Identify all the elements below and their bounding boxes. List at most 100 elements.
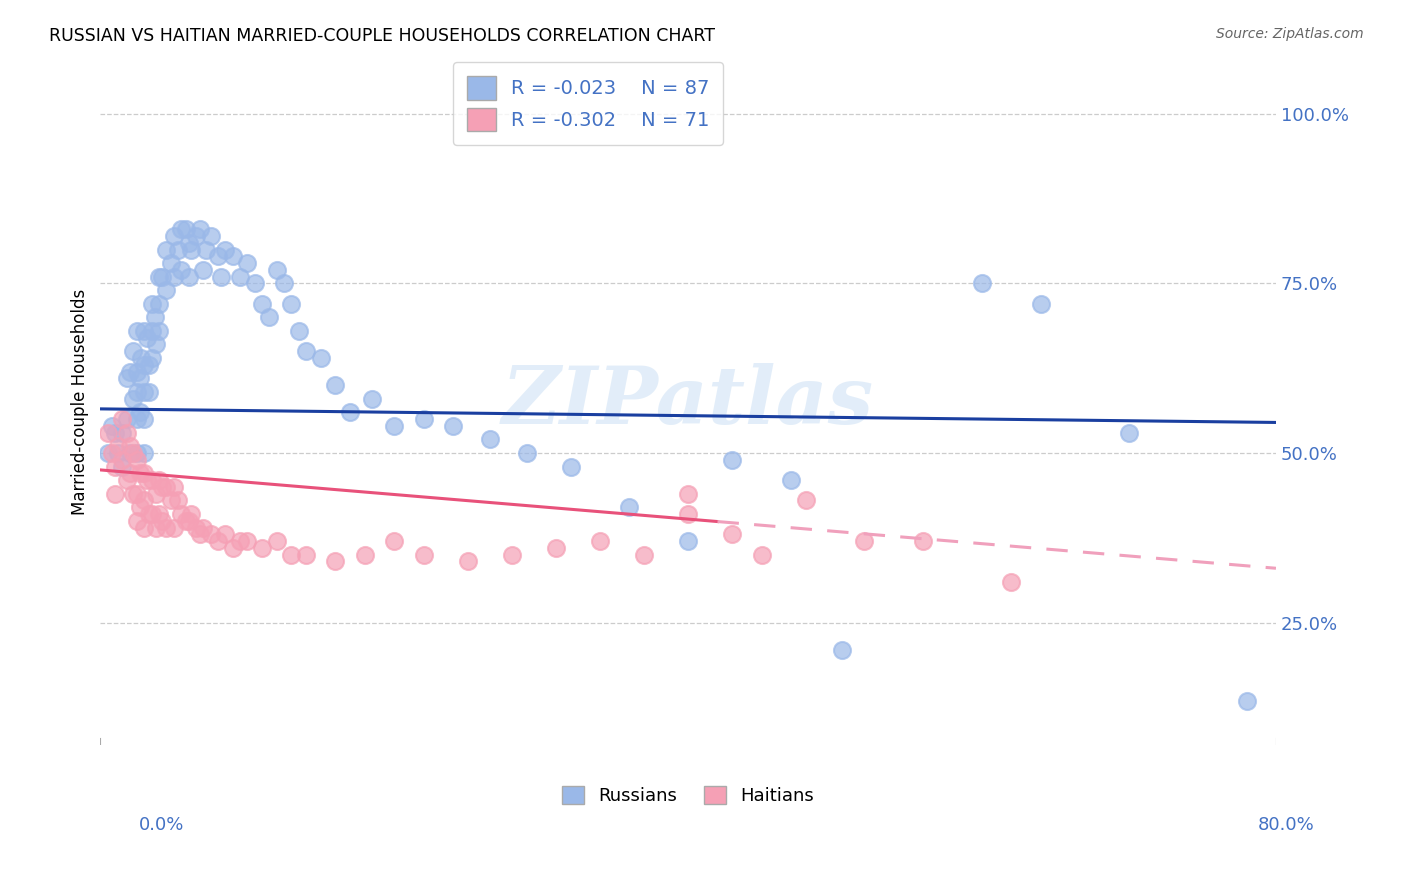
Point	[193, 520, 215, 534]
Point	[250, 541, 273, 555]
Point	[141, 473, 163, 487]
Point	[457, 554, 479, 568]
Point	[145, 520, 167, 534]
Point	[141, 324, 163, 338]
Point	[163, 229, 186, 244]
Point	[111, 412, 134, 426]
Point	[1029, 297, 1052, 311]
Point	[134, 384, 156, 399]
Point	[619, 500, 641, 515]
Point	[111, 452, 134, 467]
Point	[129, 467, 152, 481]
Point	[339, 405, 361, 419]
Text: Source: ZipAtlas.com: Source: ZipAtlas.com	[1216, 27, 1364, 41]
Point	[295, 548, 318, 562]
Text: 80.0%: 80.0%	[1258, 816, 1315, 834]
Point	[515, 446, 537, 460]
Point	[136, 473, 159, 487]
Point	[101, 446, 124, 460]
Point	[200, 229, 222, 244]
Point	[150, 514, 173, 528]
Point	[1118, 425, 1140, 440]
Point	[111, 425, 134, 440]
Point	[134, 446, 156, 460]
Point	[138, 384, 160, 399]
Point	[412, 412, 434, 426]
Text: ZIPatlas: ZIPatlas	[502, 363, 875, 441]
Point	[134, 358, 156, 372]
Point	[207, 534, 229, 549]
Point	[207, 249, 229, 263]
Point	[155, 243, 177, 257]
Point	[148, 324, 170, 338]
Point	[170, 263, 193, 277]
Point	[134, 324, 156, 338]
Point	[167, 243, 190, 257]
Point	[131, 351, 153, 365]
Point	[127, 446, 149, 460]
Point	[412, 548, 434, 562]
Point	[107, 446, 129, 460]
Point	[188, 527, 211, 541]
Point	[129, 405, 152, 419]
Point	[780, 473, 803, 487]
Point	[221, 249, 243, 263]
Point	[209, 269, 232, 284]
Point	[118, 446, 141, 460]
Point	[970, 277, 993, 291]
Point	[676, 486, 699, 500]
Point	[115, 473, 138, 487]
Point	[287, 324, 309, 338]
Point	[721, 527, 744, 541]
Point	[163, 269, 186, 284]
Text: RUSSIAN VS HAITIAN MARRIED-COUPLE HOUSEHOLDS CORRELATION CHART: RUSSIAN VS HAITIAN MARRIED-COUPLE HOUSEH…	[49, 27, 716, 45]
Point	[104, 425, 127, 440]
Point	[141, 351, 163, 365]
Point	[243, 277, 266, 291]
Point	[221, 541, 243, 555]
Point	[676, 534, 699, 549]
Point	[361, 392, 384, 406]
Point	[148, 473, 170, 487]
Point	[121, 392, 143, 406]
Point	[136, 331, 159, 345]
Point	[174, 514, 197, 528]
Point	[266, 534, 288, 549]
Point	[160, 493, 183, 508]
Point	[127, 514, 149, 528]
Point	[280, 548, 302, 562]
Point	[831, 642, 853, 657]
Point	[145, 337, 167, 351]
Point	[127, 365, 149, 379]
Point	[143, 310, 166, 325]
Point	[280, 297, 302, 311]
Point	[1000, 574, 1022, 589]
Point	[118, 439, 141, 453]
Point	[560, 459, 582, 474]
Point	[127, 486, 149, 500]
Point	[478, 433, 501, 447]
Point	[115, 412, 138, 426]
Point	[163, 520, 186, 534]
Point	[382, 418, 405, 433]
Point	[295, 344, 318, 359]
Point	[174, 222, 197, 236]
Point	[148, 507, 170, 521]
Text: 0.0%: 0.0%	[139, 816, 184, 834]
Point	[236, 534, 259, 549]
Point	[214, 527, 236, 541]
Point	[177, 514, 200, 528]
Point	[751, 548, 773, 562]
Point	[229, 269, 252, 284]
Point	[155, 283, 177, 297]
Point	[97, 446, 120, 460]
Point	[155, 480, 177, 494]
Point	[177, 235, 200, 250]
Point	[121, 446, 143, 460]
Point	[266, 263, 288, 277]
Point	[150, 480, 173, 494]
Point	[633, 548, 655, 562]
Point	[167, 493, 190, 508]
Point	[127, 384, 149, 399]
Point	[134, 520, 156, 534]
